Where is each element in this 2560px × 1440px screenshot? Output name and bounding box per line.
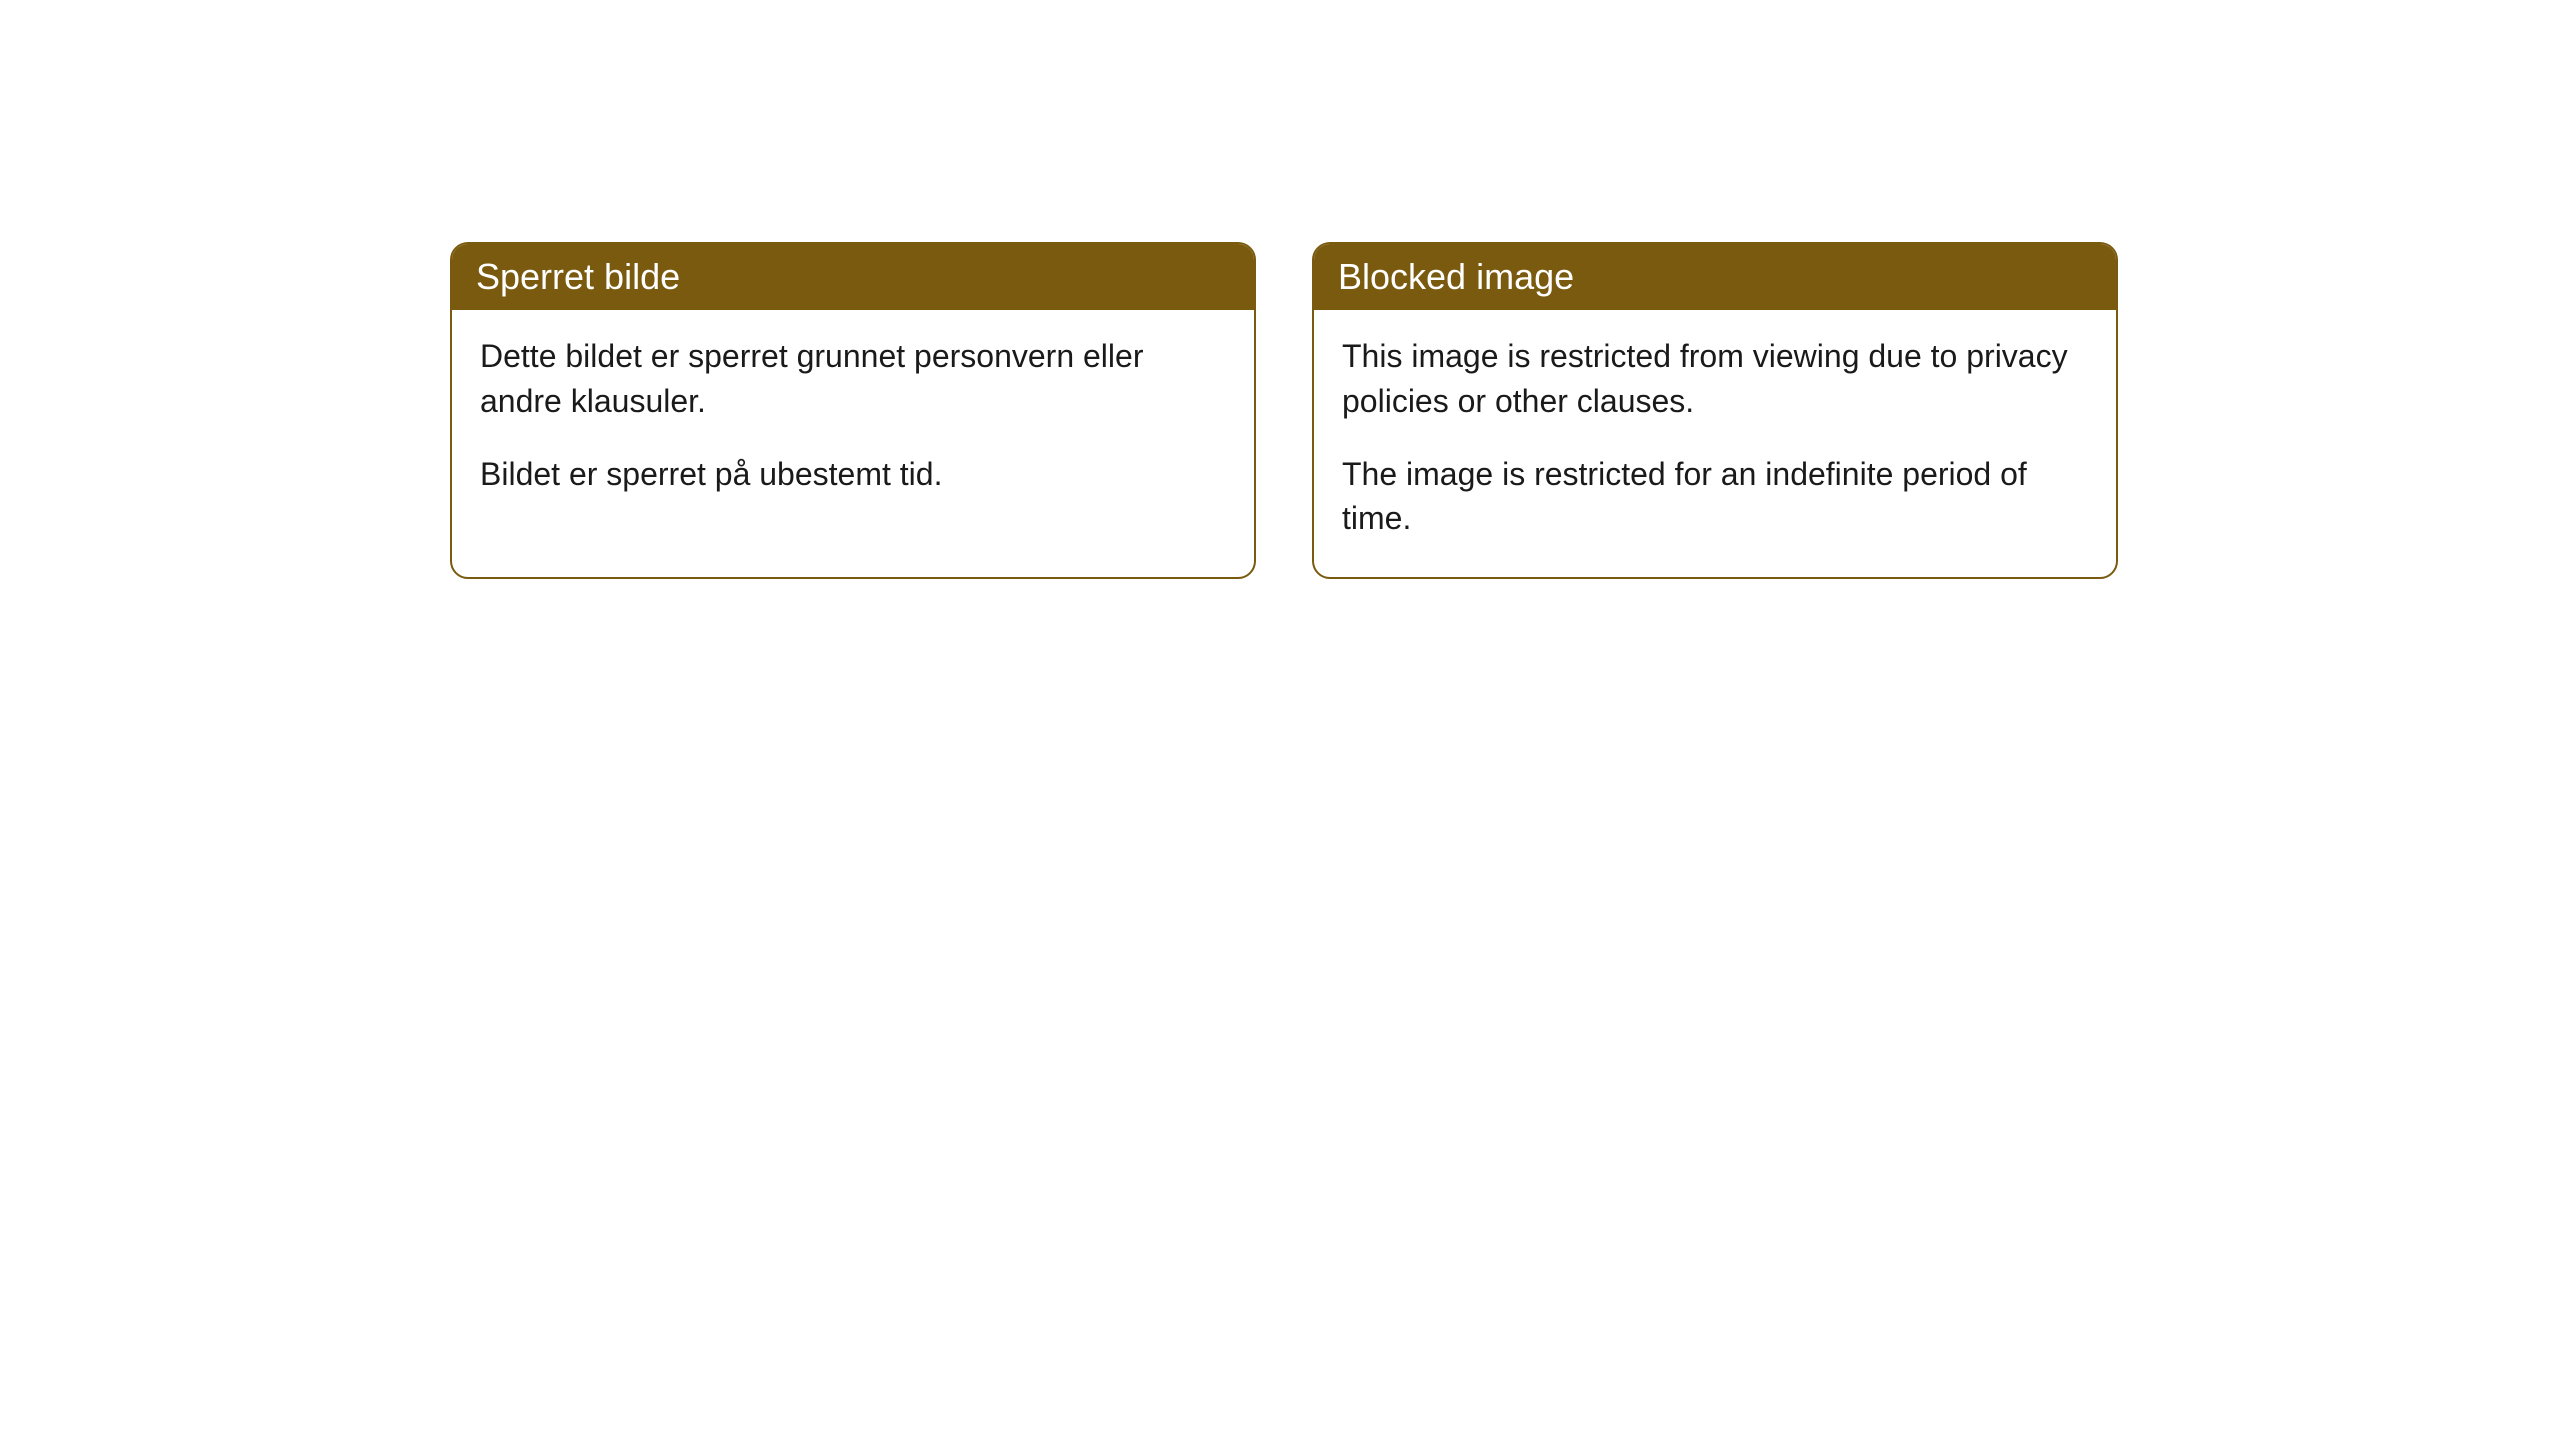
blocked-image-card-english: Blocked image This image is restricted f…: [1312, 242, 2118, 579]
card-header: Blocked image: [1314, 244, 2116, 310]
card-paragraph: Bildet er sperret på ubestemt tid.: [480, 452, 1226, 497]
card-paragraph: The image is restricted for an indefinit…: [1342, 452, 2088, 542]
card-title: Blocked image: [1338, 256, 1574, 297]
notice-cards-container: Sperret bilde Dette bildet er sperret gr…: [450, 242, 2118, 579]
card-header: Sperret bilde: [452, 244, 1254, 310]
blocked-image-card-norwegian: Sperret bilde Dette bildet er sperret gr…: [450, 242, 1256, 579]
card-paragraph: This image is restricted from viewing du…: [1342, 334, 2088, 424]
card-paragraph: Dette bildet er sperret grunnet personve…: [480, 334, 1226, 424]
card-title: Sperret bilde: [476, 256, 680, 297]
card-body: This image is restricted from viewing du…: [1314, 310, 2116, 577]
card-body: Dette bildet er sperret grunnet personve…: [452, 310, 1254, 532]
